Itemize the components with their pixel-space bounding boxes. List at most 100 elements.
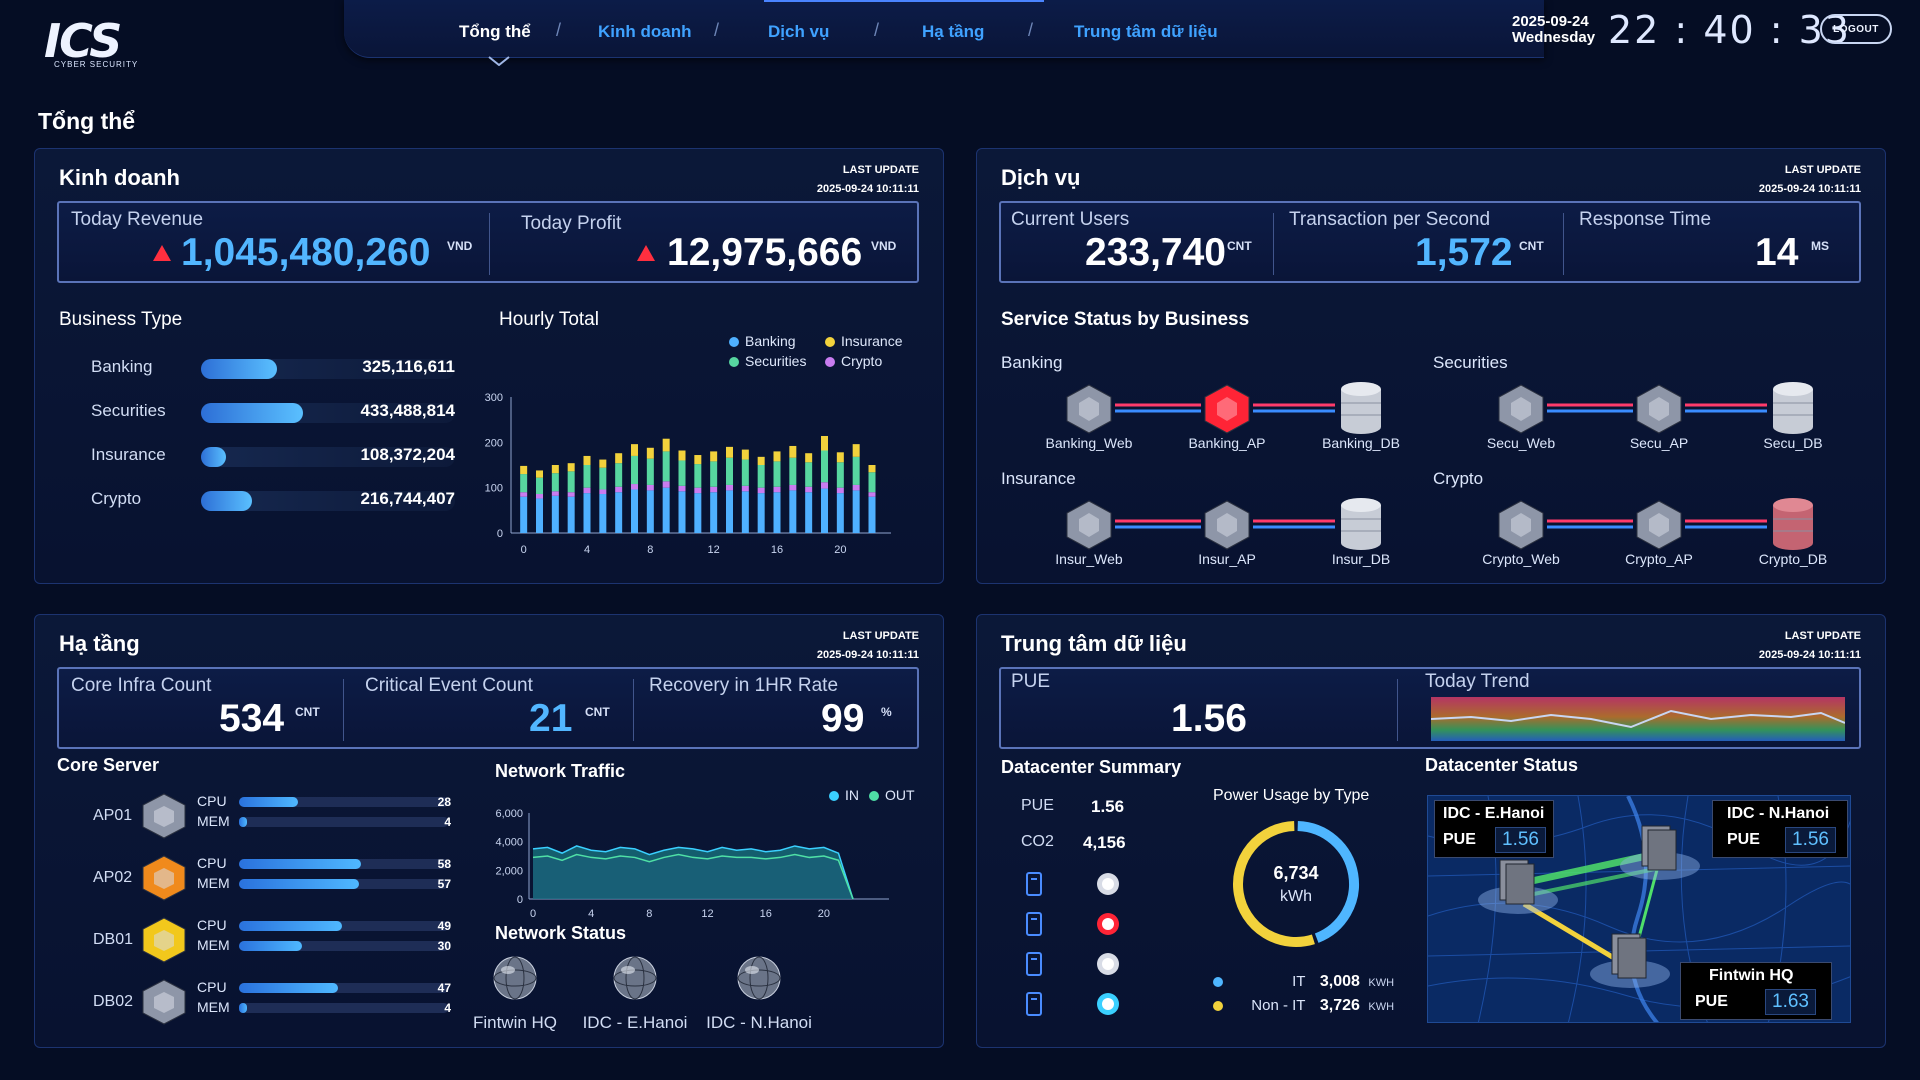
- bar-segment-banking: [868, 496, 876, 533]
- bar-segment-crypto: [852, 484, 860, 491]
- bar-segment-securities: [646, 458, 654, 485]
- service-node-label: Secu_Web: [1486, 435, 1556, 451]
- panel-title: Hạ tầng: [59, 631, 140, 656]
- site-tag-fintwin-hq[interactable]: Fintwin HQ PUE 1.63: [1680, 962, 1832, 1020]
- bar-segment-banking: [726, 490, 733, 533]
- profit-unit: VND: [871, 239, 897, 253]
- power-total-value: 6,734: [1273, 863, 1319, 883]
- power-usage-title: Power Usage by Type: [1213, 787, 1370, 804]
- mem-label: MEM: [197, 875, 230, 891]
- last-update-time: 2025-09-24 10:11:11: [1758, 183, 1861, 195]
- x-tick-label: 20: [818, 908, 830, 920]
- ups-icon: [1026, 912, 1042, 936]
- mem-value: 4: [444, 815, 451, 829]
- x-tick-label: 20: [834, 544, 846, 556]
- bar-segment-crypto: [773, 486, 781, 493]
- bar-segment-crypto: [726, 484, 733, 491]
- legend-label: OUT: [885, 787, 915, 803]
- bar-segment-crypto: [821, 482, 828, 489]
- main-nav: Tổng thể / Kinh doanh / Dịch vụ / Hạ tần…: [344, 0, 1544, 58]
- cpu-bar: [239, 983, 449, 993]
- tab-overview[interactable]: Tổng thể: [459, 22, 531, 41]
- globe-icon: [613, 956, 657, 1000]
- status-indicator-icon: [1097, 993, 1119, 1015]
- bar-segment-banking: [694, 493, 702, 533]
- map-graphic: [1428, 796, 1850, 1022]
- bar-segment-insurance: [868, 465, 876, 473]
- server-hex-core: [154, 868, 174, 889]
- x-tick-label: 0: [521, 544, 527, 556]
- x-tick-label: 8: [646, 908, 652, 920]
- business-type-bar-fill: [201, 491, 252, 511]
- bar-segment-securities: [836, 462, 844, 488]
- server-node-core: [1511, 513, 1531, 537]
- y-tick-label: 0: [497, 528, 503, 540]
- bar-segment-crypto: [583, 487, 591, 494]
- bar-segment-insurance: [836, 452, 844, 463]
- bar-segment-securities: [741, 459, 749, 486]
- legend-dot: [1213, 976, 1223, 987]
- business-type-label: Banking: [91, 357, 153, 376]
- bar-segment-insurance: [567, 463, 575, 472]
- site-tag-ehanoi[interactable]: IDC - E.Hanoi PUE 1.56: [1434, 800, 1554, 858]
- datacenter-panel: Trung tâm dữ liệu LAST UPDATE 2025-09-24…: [976, 614, 1886, 1048]
- tab-infrastructure[interactable]: Hạ tầng: [922, 22, 985, 41]
- today-trend-sparkline: [1431, 697, 1845, 741]
- legend-dot: [729, 357, 739, 368]
- legend-out: OUT: [869, 787, 915, 803]
- server-node-core: [1217, 513, 1237, 537]
- today-trend-label: Today Trend: [1425, 671, 1530, 692]
- database-bottom: [1341, 536, 1381, 550]
- datacenter-map[interactable]: IDC - E.Hanoi PUE 1.56 IDC - N.Hanoi PUE…: [1427, 795, 1851, 1023]
- critical-event-unit: CNT: [585, 705, 610, 719]
- bar-segment-banking: [567, 496, 575, 533]
- hourly-title: Hourly Total: [499, 309, 599, 330]
- bar-segment-banking: [583, 493, 591, 533]
- power-legend-it: IT 3,008 KWH: [1213, 973, 1394, 991]
- server-status-icon: [142, 979, 186, 1025]
- tab-business[interactable]: Kinh doanh: [598, 22, 692, 41]
- summary-pue-value: 1.56: [1091, 797, 1125, 816]
- site-tag-nhanoi[interactable]: IDC - N.Hanoi PUE 1.56: [1712, 800, 1848, 858]
- datacenter-building-icon: [1590, 933, 1670, 988]
- profit-label: Today Profit: [521, 213, 622, 234]
- mem-value: 30: [437, 939, 451, 953]
- tab-datacenter[interactable]: Trung tâm dữ liệu: [1074, 22, 1218, 41]
- status-center: [1102, 878, 1114, 890]
- tab-service[interactable]: Dịch vụ: [768, 22, 830, 41]
- cpu-bar-fill: [239, 797, 298, 807]
- site-pue-label: PUE: [1695, 993, 1728, 1010]
- mem-bar-fill: [239, 1003, 247, 1013]
- service-node-label: Banking_DB: [1322, 435, 1400, 451]
- recovery-value: 99: [821, 697, 865, 740]
- bar-segment-securities: [567, 471, 575, 493]
- bar-segment-crypto: [741, 485, 749, 492]
- x-tick-label: 4: [584, 544, 590, 556]
- bar-segment-insurance: [741, 449, 749, 460]
- globe-body: [613, 956, 657, 1000]
- database-top: [1773, 382, 1813, 396]
- response-label: Response Time: [1579, 209, 1712, 230]
- logo-text: ICS: [44, 14, 122, 68]
- recovery-label: Recovery in 1HR Rate: [649, 675, 839, 696]
- bar-segment-securities: [615, 463, 623, 487]
- server-node-core: [1079, 397, 1099, 421]
- globe-body: [737, 956, 781, 1000]
- bar-segment-insurance: [726, 446, 733, 458]
- cpu-bar-fill: [239, 983, 338, 993]
- critical-event-label: Critical Event Count: [365, 675, 533, 696]
- server-hex-core: [154, 930, 174, 951]
- datacenter-summary-title: Datacenter Summary: [1001, 757, 1182, 777]
- revenue-label: Today Revenue: [71, 209, 204, 230]
- logout-button[interactable]: LOGOUT: [1820, 14, 1892, 44]
- power-legend-nonit: Non - IT 3,726 KWH: [1213, 997, 1394, 1015]
- business-type-bar-fill: [201, 359, 277, 379]
- last-update: LAST UPDATE 2025-09-24 10:11:11: [817, 161, 919, 199]
- users-label: Current Users: [1011, 209, 1130, 230]
- bar-segment-crypto: [615, 486, 623, 493]
- x-tick-label: 16: [760, 908, 772, 920]
- legend-label: Insurance: [841, 333, 903, 349]
- nav-separator: /: [874, 20, 880, 40]
- power-it-unit: KWH: [1368, 977, 1395, 989]
- status-center: [1102, 998, 1114, 1010]
